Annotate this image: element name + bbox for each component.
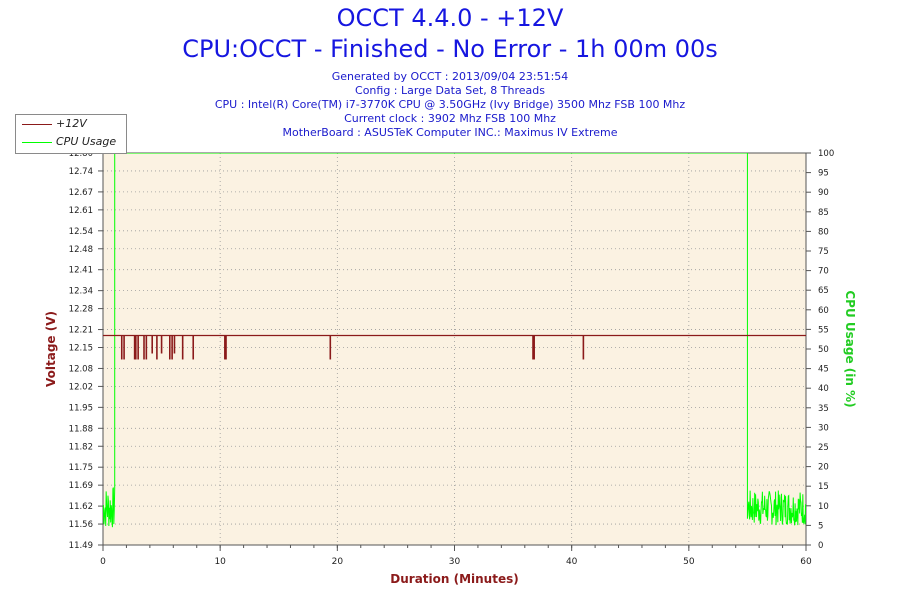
- y-right-tick-label: 50: [818, 345, 829, 355]
- y-left-tick-label: 11.88: [69, 424, 93, 434]
- y-right-tick-label: 20: [818, 463, 829, 473]
- y-right-tick-label: 30: [818, 423, 829, 433]
- y-right-tick-label: 10: [818, 502, 829, 512]
- legend-item-voltage: +12V: [16, 116, 126, 132]
- info-cpu: CPU : Intel(R) Core(TM) i7-3770K CPU @ 3…: [214, 98, 686, 111]
- legend-item-cpu: CPU Usage: [16, 134, 126, 150]
- y-right-tick-label: 90: [818, 188, 829, 198]
- x-tick-label: 40: [566, 557, 578, 567]
- legend-label-cpu: CPU Usage: [56, 135, 117, 148]
- y-right-tick-label: 5: [818, 521, 823, 531]
- x-axis-label: Duration (Minutes): [390, 572, 518, 586]
- y-right-tick-label: 55: [818, 325, 829, 335]
- y-right-tick-label: 40: [818, 384, 829, 394]
- y-right-tick-label: 15: [818, 482, 829, 492]
- y-left-tick-label: 12.08: [69, 364, 93, 374]
- y-right-tick-label: 80: [818, 227, 829, 237]
- legend-swatch-voltage: [22, 124, 52, 125]
- y-right-tick-label: 75: [818, 247, 829, 257]
- legend-label-voltage: +12V: [56, 117, 87, 130]
- y-right-tick-label: 0: [818, 541, 823, 551]
- y-left-tick-label: 12.15: [69, 344, 93, 354]
- y-left-tick-label: 11.62: [69, 502, 93, 512]
- y-right-tick-label: 70: [818, 267, 829, 277]
- x-tick-label: 60: [800, 557, 812, 567]
- y-left-tick-label: 12.21: [69, 326, 93, 336]
- legend-swatch-cpu: [22, 142, 52, 143]
- y-left-tick-label: 12.80: [69, 149, 93, 159]
- y-right-tick-label: 100: [818, 149, 834, 159]
- y-right-tick-label: 45: [818, 365, 829, 375]
- x-tick-label: 10: [214, 557, 226, 567]
- plot-area: [103, 153, 806, 528]
- y-right-axis-label: CPU Usage (in %): [843, 290, 857, 407]
- y-left-tick-label: 12.54: [69, 227, 93, 237]
- y-right-tick-label: 35: [818, 404, 829, 414]
- y-right-tick-label: 65: [818, 286, 829, 296]
- info-config: Config : Large Data Set, 8 Threads: [355, 84, 545, 97]
- info-motherboard: MotherBoard : ASUSTeK Computer INC.: Max…: [282, 126, 618, 139]
- chart-subtitle: CPU:OCCT - Finished - No Error - 1h 00m …: [182, 35, 718, 63]
- y-left-tick-label: 12.48: [69, 245, 93, 255]
- info-generated: Generated by OCCT : 2013/09/04 23:51:54: [331, 70, 569, 83]
- y-left-tick-label: 12.74: [69, 167, 93, 177]
- y-left-tick-label: 11.69: [69, 481, 93, 491]
- y-left-tick-label: 12.41: [69, 266, 93, 276]
- x-tick-label: 50: [683, 557, 695, 567]
- y-left-tick-label: 12.02: [69, 382, 93, 392]
- info-clock: Current clock : 3902 Mhz FSB 100 Mhz: [344, 112, 556, 125]
- x-tick-label: 30: [449, 557, 461, 567]
- y-left-tick-label: 11.82: [69, 442, 93, 452]
- y-left-tick-label: 11.75: [69, 463, 93, 473]
- y-right-tick-label: 60: [818, 306, 829, 316]
- cpu-usage-line: [103, 153, 806, 528]
- y-left-tick-label: 11.49: [69, 541, 93, 551]
- x-tick-label: 20: [332, 557, 344, 567]
- y-left-axis-label: Voltage (V): [44, 311, 58, 387]
- y-right-tick-label: 95: [818, 169, 829, 179]
- chart-title: OCCT 4.4.0 - +12V: [336, 4, 564, 32]
- x-tick-label: 0: [100, 557, 106, 567]
- y-left-tick-label: 12.67: [69, 188, 93, 198]
- y-left-tick-label: 12.34: [69, 287, 93, 297]
- y-left-tick-label: 11.56: [69, 520, 93, 530]
- y-left-tick-label: 12.28: [69, 305, 93, 315]
- y-left-tick-label: 12.61: [69, 206, 93, 216]
- y-left-tick-label: 11.95: [69, 403, 93, 413]
- legend: +12V CPU Usage: [15, 114, 127, 154]
- y-right-tick-label: 25: [818, 443, 829, 453]
- y-right-tick-label: 85: [818, 208, 829, 218]
